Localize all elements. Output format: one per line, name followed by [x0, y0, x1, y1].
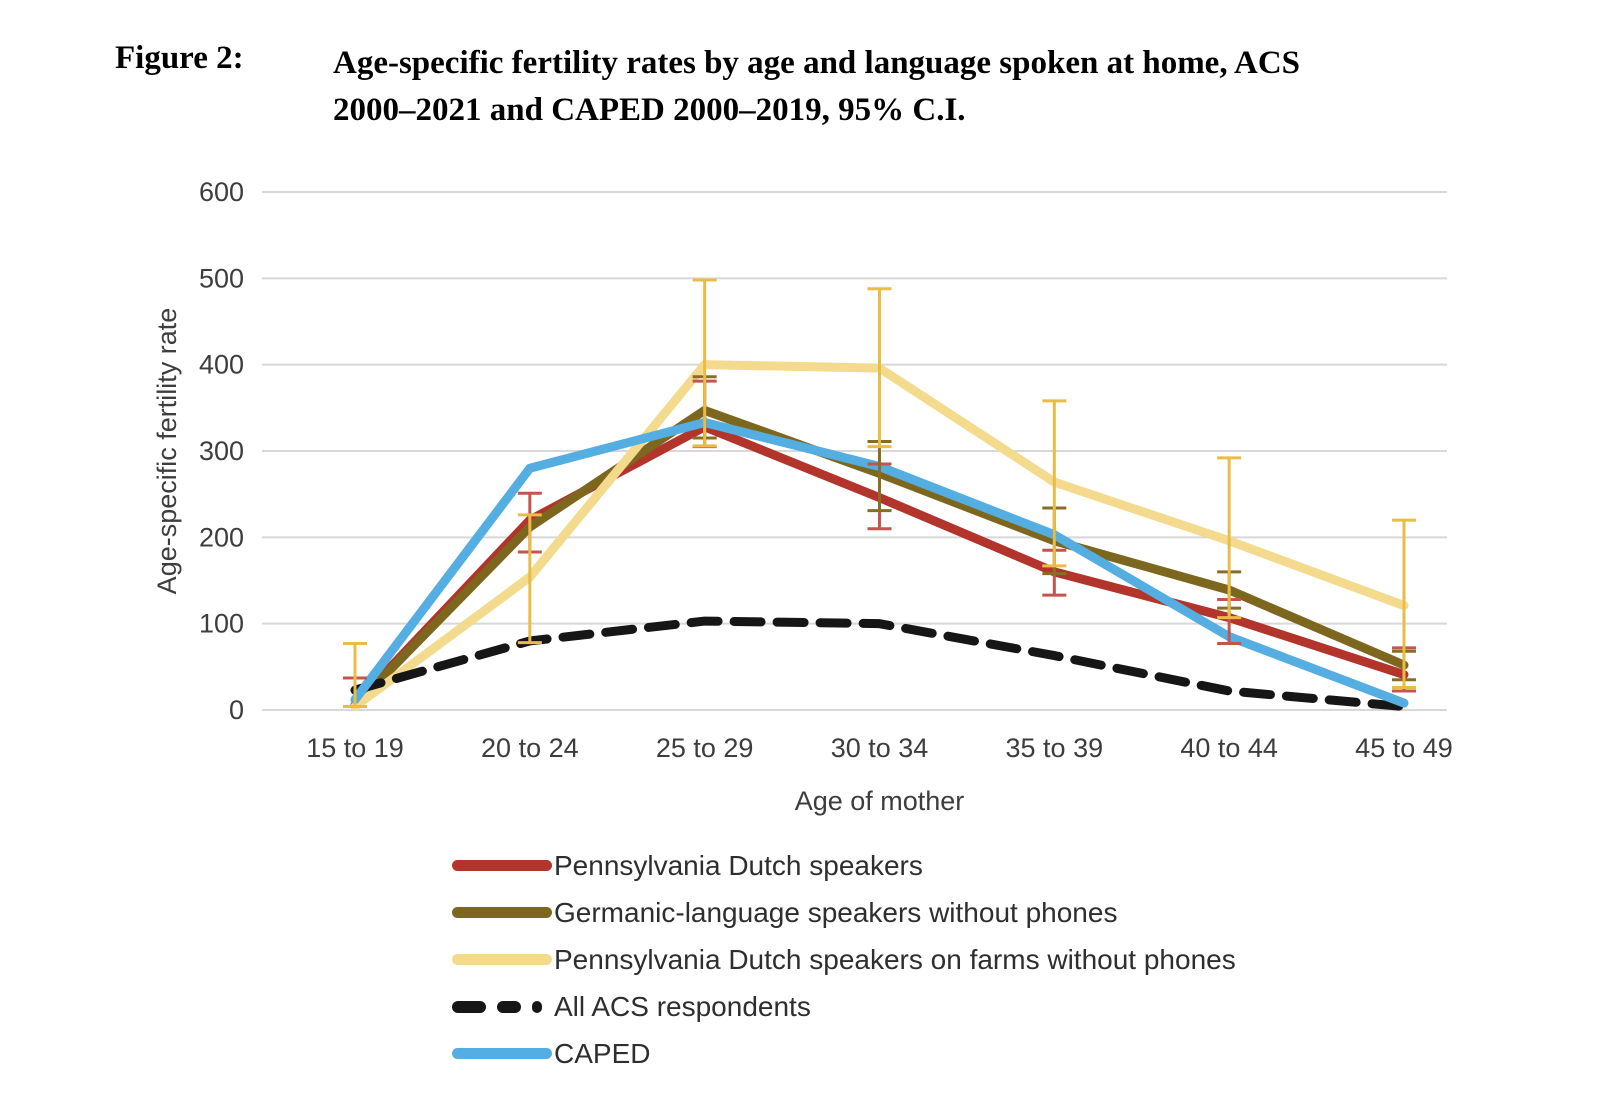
legend-label-0: Pennsylvania Dutch speakers — [554, 849, 923, 881]
legend-swatch-0 — [452, 860, 552, 871]
chart-legend: Pennsylvania Dutch speakers Germanic-lang… — [452, 842, 1236, 1077]
legend-dash-segment — [532, 1000, 542, 1013]
x-tick-label-2: 25 to 29 — [656, 733, 754, 763]
x-axis-title: Age of mother — [795, 786, 965, 816]
y-tick-label-0: 0 — [229, 695, 244, 725]
x-tick-label-5: 40 to 44 — [1180, 733, 1278, 763]
figure-title-line2: 2000–2021 and CAPED 2000–2019, 95% C.I. — [333, 92, 966, 128]
legend-item-0: Pennsylvania Dutch speakers — [452, 842, 1236, 889]
y-tick-label-600: 600 — [199, 177, 244, 207]
x-tick-label-3: 30 to 34 — [831, 733, 929, 763]
legend-swatch-dashed-3 — [452, 1000, 552, 1013]
y-axis-title: Age-specific fertility rate — [152, 308, 182, 595]
legend-item-1: Germanic-language speakers without phone… — [452, 889, 1236, 936]
legend-item-4: CAPED — [452, 1030, 1236, 1077]
y-tick-label-500: 500 — [199, 263, 244, 293]
x-tick-label-0: 15 to 19 — [306, 733, 404, 763]
x-tick-label-4: 35 to 39 — [1006, 733, 1104, 763]
legend-label-1: Germanic-language speakers without phone… — [554, 896, 1118, 928]
x-tick-label-1: 20 to 24 — [481, 733, 579, 763]
y-tick-label-100: 100 — [199, 609, 244, 639]
legend-item-3: All ACS respondents — [452, 983, 1236, 1030]
legend-label-2: Pennsylvania Dutch speakers on farms wit… — [554, 943, 1236, 975]
legend-swatch-1 — [452, 907, 552, 918]
figure-title-line1: Age-specific fertility rates by age and … — [333, 45, 1301, 81]
legend-swatch-2 — [452, 954, 552, 965]
legend-label-4: CAPED — [554, 1037, 651, 1069]
legend-item-2: Pennsylvania Dutch speakers on farms wit… — [452, 936, 1236, 983]
legend-label-3: All ACS respondents — [554, 990, 811, 1022]
figure-title: Age-specific fertility rates by age and … — [333, 40, 1513, 134]
series-line-3 — [350, 616, 1409, 712]
y-tick-label-300: 300 — [199, 436, 244, 466]
legend-swatch-4 — [452, 1048, 552, 1059]
legend-dash-segment — [497, 1000, 521, 1013]
x-tick-label-6: 45 to 49 — [1355, 733, 1453, 763]
legend-dash-segment — [452, 1000, 486, 1013]
y-tick-label-200: 200 — [199, 522, 244, 552]
y-tick-label-400: 400 — [199, 350, 244, 380]
figure-label: Figure 2: — [115, 40, 244, 76]
